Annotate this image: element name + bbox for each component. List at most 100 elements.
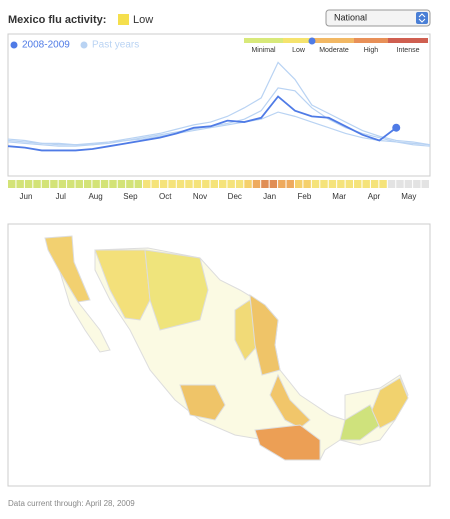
level-swatch	[118, 14, 129, 25]
activity-cell	[387, 180, 396, 188]
activity-cell	[337, 180, 345, 188]
activity-cell	[117, 180, 126, 188]
activity-cell	[311, 180, 320, 188]
scale-label: Intense	[397, 47, 420, 54]
month-label: Oct	[159, 192, 172, 201]
month-label: Aug	[88, 192, 102, 201]
activity-cell	[235, 180, 244, 188]
activity-cell	[75, 180, 83, 188]
activity-cell	[354, 180, 362, 188]
activity-cell	[193, 180, 202, 188]
activity-cell	[404, 180, 413, 188]
scale-swatch	[314, 38, 354, 43]
month-label: Apr	[368, 192, 381, 201]
state	[59, 271, 111, 353]
activity-cell	[328, 180, 337, 188]
month-label: Nov	[193, 192, 207, 201]
activity-cell	[370, 180, 379, 188]
activity-cell	[244, 180, 252, 188]
activity-cell	[345, 180, 354, 188]
activity-cell	[286, 180, 294, 188]
scale-label: High	[364, 47, 379, 54]
activity-cell	[320, 180, 328, 188]
activity-cell	[92, 180, 100, 188]
activity-cell	[413, 180, 421, 188]
month-label: Sep	[123, 192, 138, 201]
legend-dot	[10, 41, 18, 49]
month-label: Jun	[20, 192, 33, 201]
state	[371, 377, 409, 429]
scale-swatch	[244, 38, 283, 43]
select-text[interactable]: National	[334, 12, 367, 22]
activity-cell	[294, 180, 303, 188]
activity-cell	[396, 180, 404, 188]
activity-cell	[278, 180, 286, 188]
month-label: Mar	[332, 192, 346, 201]
scale-swatch	[283, 38, 310, 43]
footer: Data current through: April 28, 2009	[8, 499, 135, 508]
scale-label: Minimal	[251, 47, 276, 54]
activity-cell	[33, 180, 41, 188]
region-select[interactable]: National	[325, 9, 431, 27]
arrow-glyph	[418, 13, 426, 23]
legend-label: 2008-2009	[22, 40, 70, 51]
activity-cell	[176, 180, 185, 188]
activity-cell	[126, 180, 134, 188]
state	[339, 404, 381, 441]
activity-cell	[67, 180, 75, 188]
current-line	[7, 95, 397, 152]
activity-cell	[379, 180, 387, 188]
select-arrow[interactable]	[416, 12, 428, 24]
activity-cell	[185, 180, 193, 188]
activity-cell	[168, 180, 176, 188]
month-label: Dec	[228, 192, 242, 201]
activity-cell	[41, 180, 50, 188]
activity-cell	[362, 180, 370, 188]
select-box[interactable]	[325, 9, 431, 27]
activity-cell	[50, 180, 58, 188]
activity-cell	[202, 180, 210, 188]
state	[249, 293, 281, 376]
month-label: May	[401, 192, 416, 201]
activity-cell	[100, 180, 109, 188]
activity-cell	[151, 180, 159, 188]
activity-cell	[58, 180, 67, 188]
scale-swatch	[388, 38, 428, 43]
scale-marker	[308, 37, 316, 45]
activity-cell	[252, 180, 261, 188]
state	[179, 384, 226, 421]
activity-cell	[303, 180, 311, 188]
activity-cell	[421, 180, 429, 188]
state	[44, 235, 91, 303]
activity-cell	[219, 180, 227, 188]
month-label: Jan	[263, 192, 276, 201]
current-point	[392, 123, 401, 132]
activity-cell	[16, 180, 24, 188]
activity-cell	[261, 180, 269, 188]
map	[44, 235, 409, 461]
activity-cell	[210, 180, 218, 188]
scale-swatch	[354, 38, 388, 43]
scale-label: Low	[292, 47, 306, 54]
activity-cell	[269, 180, 278, 188]
activity-cell	[134, 180, 143, 188]
chart-frame	[7, 33, 431, 177]
activity-cell	[143, 180, 151, 188]
title: Mexico flu activity:	[8, 14, 106, 26]
activity-cell	[159, 180, 168, 188]
activity-cell	[24, 180, 33, 188]
state	[254, 424, 321, 461]
month-label: Jul	[56, 192, 66, 201]
legend-dot	[80, 41, 88, 49]
activity-cell	[8, 180, 16, 188]
scale-label: Moderate	[319, 47, 349, 54]
activity-cell	[109, 180, 117, 188]
activity-cell	[227, 180, 235, 188]
legend-label: Past years	[92, 40, 139, 51]
level-label: Low	[133, 14, 153, 26]
month-label: Feb	[298, 192, 312, 201]
activity-cell	[83, 180, 92, 188]
state	[144, 249, 209, 331]
